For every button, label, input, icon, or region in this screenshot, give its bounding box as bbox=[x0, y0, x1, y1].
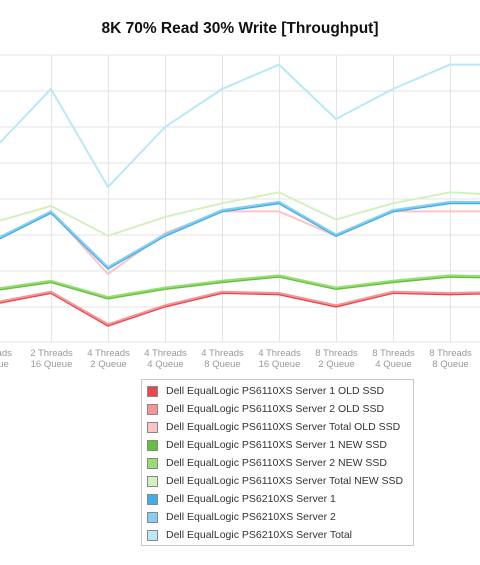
legend-item[interactable]: Dell EqualLogic PS6110XS Server 1 OLD SS… bbox=[142, 382, 413, 400]
legend-swatch bbox=[147, 475, 158, 487]
legend-swatch bbox=[147, 421, 158, 433]
legend-swatch bbox=[147, 529, 158, 541]
x-tick-label: 8 Queue bbox=[204, 359, 240, 370]
x-tick-label: 8 Threads bbox=[429, 348, 472, 359]
series-line-8 bbox=[0, 200, 480, 269]
series-lines bbox=[0, 63, 480, 327]
x-tick-label: Queue bbox=[0, 359, 9, 370]
legend-label: Dell EqualLogic PS6110XS Server 1 OLD SS… bbox=[166, 385, 385, 397]
series-line-6 bbox=[0, 191, 480, 237]
series-line-1 bbox=[0, 292, 480, 327]
x-tick-label: 8 Threads bbox=[315, 348, 358, 359]
x-tick-label: 4 Threads bbox=[258, 348, 301, 359]
x-tick-label: 4 Threads bbox=[144, 348, 187, 359]
legend-item[interactable]: Dell EqualLogic PS6110XS Server Total NE… bbox=[142, 472, 413, 490]
legend-swatch bbox=[147, 403, 158, 415]
x-tick-label: 8 Queue bbox=[432, 359, 468, 370]
legend-item[interactable]: Dell EqualLogic PS6110XS Server 2 OLD SS… bbox=[142, 400, 413, 418]
x-tick-label: 16 Queue bbox=[259, 359, 301, 370]
legend-swatch bbox=[147, 439, 158, 451]
chart-legend: Dell EqualLogic PS6110XS Server 1 OLD SS… bbox=[141, 379, 414, 546]
legend-item[interactable]: Dell EqualLogic PS6210XS Server 2 bbox=[142, 508, 413, 526]
series-line-4 bbox=[0, 275, 480, 300]
legend-swatch bbox=[147, 493, 158, 505]
legend-label: Dell EqualLogic PS6110XS Server 1 NEW SS… bbox=[166, 439, 387, 451]
legend-item[interactable]: Dell EqualLogic PS6110XS Server 2 NEW SS… bbox=[142, 454, 413, 472]
legend-label: Dell EqualLogic PS6210XS Server Total bbox=[166, 529, 353, 541]
grid-lines bbox=[0, 54, 480, 343]
legend-label: Dell EqualLogic PS6210XS Server 2 bbox=[166, 511, 336, 523]
legend-item[interactable]: Dell EqualLogic PS6110XS Server Total OL… bbox=[142, 418, 413, 436]
series-line-5 bbox=[0, 274, 480, 299]
x-tick-label: 8 Threads bbox=[372, 348, 415, 359]
x-tick-label: Threads bbox=[0, 348, 12, 359]
series-line-3 bbox=[0, 210, 480, 275]
legend-item[interactable]: Dell EqualLogic PS6110XS Server 1 NEW SS… bbox=[142, 436, 413, 454]
legend-label: Dell EqualLogic PS6110XS Server Total OL… bbox=[166, 421, 401, 433]
legend-label: Dell EqualLogic PS6110XS Server Total NE… bbox=[166, 475, 404, 487]
series-line-2 bbox=[0, 290, 480, 326]
x-tick-label: 2 Queue bbox=[90, 359, 126, 370]
x-tick-label: 2 Threads bbox=[30, 348, 73, 359]
legend-swatch bbox=[147, 457, 158, 469]
x-tick-label: 4 Threads bbox=[87, 348, 130, 359]
x-tick-label: 2 Queue bbox=[318, 359, 354, 370]
chart-title: 8K 70% Read 30% Write [Throughput] bbox=[101, 20, 379, 37]
x-tick-label: 4 Threads bbox=[201, 348, 244, 359]
x-tick-label: 4 Queue bbox=[375, 359, 411, 370]
legend-label: Dell EqualLogic PS6110XS Server 2 NEW SS… bbox=[166, 457, 387, 469]
legend-swatch bbox=[147, 385, 158, 397]
series-line-9 bbox=[0, 63, 480, 188]
legend-item[interactable]: Dell EqualLogic PS6210XS Server 1 bbox=[142, 490, 413, 508]
legend-swatch bbox=[147, 511, 158, 523]
legend-label: Dell EqualLogic PS6210XS Server 1 bbox=[166, 493, 336, 505]
legend-label: Dell EqualLogic PS6110XS Server 2 OLD SS… bbox=[166, 403, 385, 415]
x-tick-label: 4 Queue bbox=[147, 359, 183, 370]
series-line-7 bbox=[0, 202, 480, 270]
x-tick-label: 16 Queue bbox=[31, 359, 73, 370]
legend-item[interactable]: Dell EqualLogic PS6210XS Server Total bbox=[142, 526, 413, 544]
